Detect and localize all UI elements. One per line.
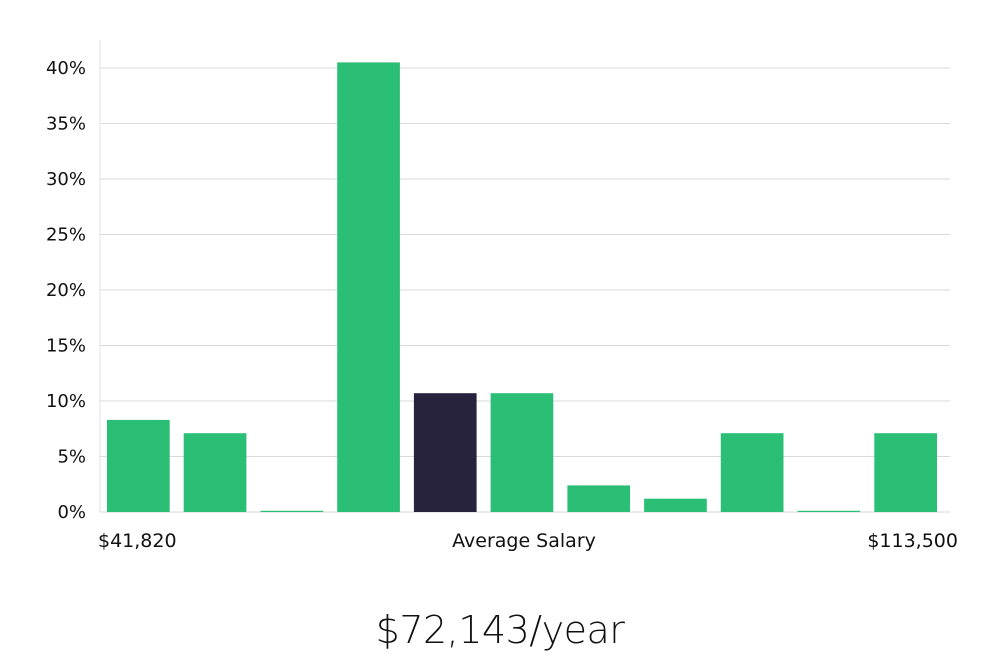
average-salary-headline: $72,143/year — [375, 608, 625, 652]
bar — [874, 433, 937, 512]
y-tick-label: 5% — [57, 447, 86, 468]
y-tick-label: 20% — [46, 280, 86, 301]
y-tick-label: 40% — [46, 58, 86, 79]
bar — [183, 433, 247, 512]
bars — [107, 62, 937, 513]
bar — [107, 419, 170, 512]
x-center-label: Average Salary — [452, 530, 596, 552]
bar — [490, 393, 554, 512]
y-axis-ticks: 0% 5% 10% 15% 20% 25% 30% 35% 40% — [46, 58, 86, 523]
salary-histogram: 0% 5% 10% 15% 20% 25% 30% 35% 40% $41,820 Averag… — [46, 40, 958, 552]
x-min-label: $41,820 — [98, 530, 177, 552]
y-tick-label: 35% — [46, 114, 86, 135]
bar — [260, 510, 324, 512]
y-tick-label: 0% — [57, 502, 86, 523]
bar — [567, 485, 631, 512]
bar-average — [413, 393, 477, 512]
x-max-label: $113,500 — [867, 530, 958, 552]
y-tick-label: 25% — [46, 225, 86, 246]
bar — [337, 62, 400, 513]
bar — [644, 498, 707, 512]
y-tick-label: 30% — [46, 169, 86, 190]
y-tick-label: 10% — [46, 391, 86, 412]
y-tick-label: 15% — [46, 336, 86, 357]
bar — [797, 510, 861, 512]
bar — [720, 433, 784, 512]
